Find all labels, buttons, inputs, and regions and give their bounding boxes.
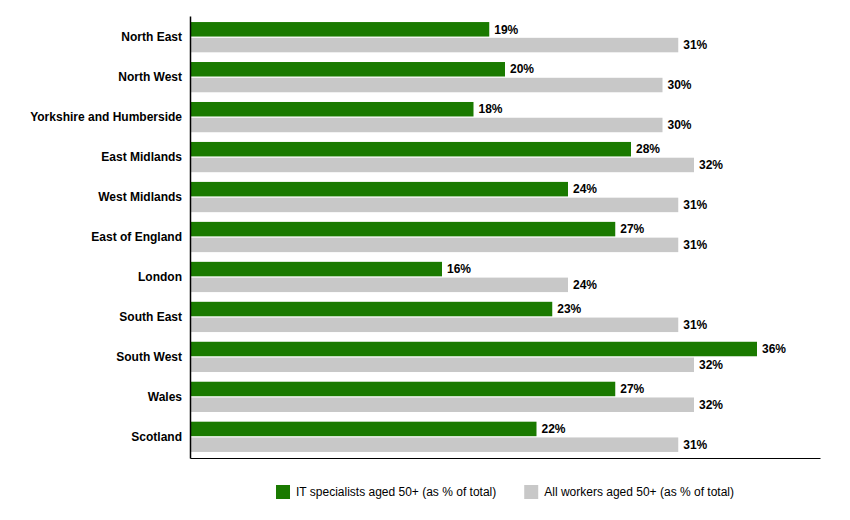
bar — [190, 302, 552, 316]
bar — [190, 158, 694, 172]
y-tick: Scotland — [131, 430, 182, 444]
legend: IT specialists aged 50+ (as % of total) A… — [276, 485, 734, 499]
data-label: 31% — [683, 238, 707, 252]
bar — [190, 182, 568, 196]
bar — [190, 62, 505, 76]
data-label: 30% — [668, 78, 692, 92]
y-tick: East Midlands — [101, 150, 182, 164]
y-tick-label: South East — [119, 310, 182, 324]
y-tick-label: East of England — [91, 230, 182, 244]
bar — [190, 278, 568, 292]
x-axis — [191, 458, 821, 459]
bar — [190, 38, 678, 52]
y-tick-label: South West — [116, 350, 182, 364]
data-label: 31% — [683, 438, 707, 452]
bar — [190, 437, 678, 451]
bar — [190, 118, 663, 132]
bar — [190, 238, 678, 252]
data-label: 20% — [510, 62, 534, 76]
bar — [190, 198, 678, 212]
y-tick: North West — [118, 70, 182, 84]
data-label: 32% — [699, 358, 723, 372]
data-label: 31% — [683, 198, 707, 212]
data-label: 23% — [557, 302, 581, 316]
y-tick: Yorkshire and Humberside — [30, 110, 182, 124]
y-tick-label: Yorkshire and Humberside — [30, 110, 182, 124]
data-label: 24% — [573, 182, 597, 196]
legend-item: All workers aged 50+ (as % of total) — [524, 485, 734, 499]
y-tick-label: Scotland — [131, 430, 182, 444]
bar — [190, 397, 694, 411]
bar — [190, 318, 678, 332]
bar — [190, 382, 615, 396]
data-label: 31% — [683, 38, 707, 52]
data-label: 36% — [762, 342, 786, 356]
data-label: 18% — [479, 102, 503, 116]
y-tick: West Midlands — [98, 190, 182, 204]
y-axis: North East North West Yorkshire and Humber… — [30, 17, 190, 459]
data-label: 27% — [620, 222, 644, 236]
bar — [190, 22, 489, 36]
legend-label: IT specialists aged 50+ (as % of total) — [296, 485, 496, 499]
y-tick-label: North East — [121, 30, 182, 44]
legend-item: IT specialists aged 50+ (as % of total) — [276, 485, 496, 499]
data-label: 32% — [699, 158, 723, 172]
data-label: 28% — [636, 142, 660, 156]
bar — [190, 78, 663, 92]
bar — [190, 222, 615, 236]
y-tick: London — [138, 270, 182, 284]
bars — [190, 22, 757, 452]
bar — [190, 142, 631, 156]
data-label: 16% — [447, 262, 471, 276]
x-axis-line — [191, 458, 821, 459]
bar — [190, 342, 757, 356]
y-tick-label: Wales — [148, 390, 183, 404]
bar — [190, 358, 694, 372]
y-tick-label: London — [138, 270, 182, 284]
legend-label: All workers aged 50+ (as % of total) — [544, 485, 734, 499]
data-label: 24% — [573, 278, 597, 292]
data-labels: 19% 20% 18% 28% 24% 27% 16% 23% 36% 27% 22% 31% 30% 3… — [447, 23, 786, 452]
data-label: 31% — [683, 318, 707, 332]
data-label: 19% — [494, 23, 518, 37]
bar — [190, 422, 537, 436]
y-tick: South West — [116, 350, 182, 364]
legend-swatch — [524, 485, 538, 499]
y-tick: North East — [121, 30, 182, 44]
bar — [190, 262, 442, 276]
y-axis-line — [190, 17, 192, 459]
chart: 19% 20% 18% 28% 24% 27% 16% 23% 36% 27% 22% 31% 30% 3… — [0, 0, 850, 520]
y-tick-label: North West — [118, 70, 182, 84]
y-tick-label: East Midlands — [101, 150, 182, 164]
bar — [190, 102, 474, 116]
data-label: 32% — [699, 398, 723, 412]
y-tick-label: West Midlands — [98, 190, 182, 204]
plot: 19% 20% 18% 28% 24% 27% 16% 23% 36% 27% 22% 31% 30% 3… — [30, 17, 820, 459]
y-tick: Wales — [148, 390, 183, 404]
legend-swatch — [276, 485, 290, 499]
y-tick: South East — [119, 310, 182, 324]
data-label: 27% — [620, 382, 644, 396]
data-label: 30% — [668, 118, 692, 132]
y-tick: East of England — [91, 230, 182, 244]
data-label: 22% — [542, 422, 566, 436]
